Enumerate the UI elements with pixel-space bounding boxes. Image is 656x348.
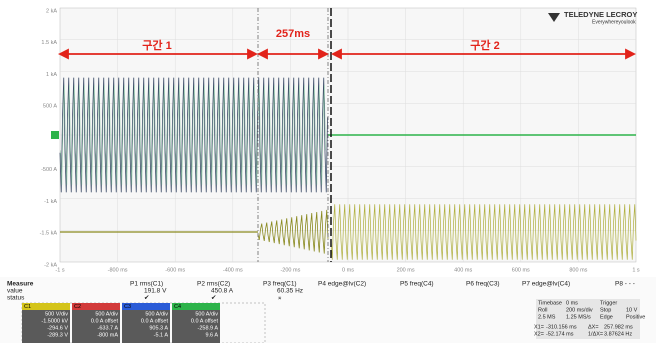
x-label: -1 s xyxy=(55,267,64,273)
channel-header xyxy=(172,303,220,310)
x-label: 200 ms xyxy=(397,267,415,273)
measure-cell: ✔ xyxy=(144,295,150,302)
channel-line: -258.9 A xyxy=(198,325,219,331)
measure-header: P5 freq(C4) xyxy=(400,281,434,288)
channel-line: -800 mA xyxy=(97,332,118,338)
channel-line: 500 V/div xyxy=(45,311,68,317)
channel-label: C2 xyxy=(74,304,81,310)
channel-line: 0.0 A offset xyxy=(191,318,219,324)
y-label: 1 kA xyxy=(46,72,57,78)
timebase-cell: Timebase xyxy=(538,300,562,306)
timebase-panel xyxy=(536,299,640,339)
logo-tagline: Everywhereyoulook xyxy=(592,19,636,25)
cursor-cell: 257.982 ms xyxy=(604,324,633,330)
channel-line: 0.0 A offset xyxy=(141,318,169,324)
timebase-cell: 2.5 MS xyxy=(538,314,556,320)
measure-header: P8 - - - xyxy=(615,281,635,288)
y-label: 1.5 kA xyxy=(41,40,57,46)
channel-line: 500 A/div xyxy=(145,311,168,317)
annotation: 257ms xyxy=(276,28,310,40)
measure-cell: ⌅ xyxy=(277,295,282,302)
x-label: 0 ms xyxy=(342,267,354,273)
measure-header: P4 edge@lv(C2) xyxy=(318,281,366,288)
measure-table: Measure P1 rms(C1) P2 rms(C2) P3 freq(C1) P4… xyxy=(7,281,635,302)
x-label: -400 ms xyxy=(223,267,243,273)
channel-line: 500 A/div xyxy=(195,311,218,317)
measure-cell: 191.8 V xyxy=(144,288,167,295)
cursor-cell: X1= xyxy=(534,324,544,330)
x-label: -200 ms xyxy=(280,267,300,273)
timebase: Timebase 0 ms Trigger Roll 200 ms/div Stop 10 … xyxy=(534,300,645,337)
timebase-cell: Edge xyxy=(600,314,613,320)
measure-header: P1 rms(C1) xyxy=(130,281,163,288)
c4-marker xyxy=(51,131,59,139)
measure-header: P7 edge@lv(C4) xyxy=(522,281,570,288)
channel-line: -1.5000 kV xyxy=(41,318,68,324)
channel-line: 905.3 A xyxy=(149,325,168,331)
measure-header: Measure xyxy=(7,281,34,288)
timebase-cell: Stop xyxy=(600,307,611,313)
channel-header xyxy=(122,303,170,310)
y-label: -1 kA xyxy=(44,199,57,205)
channel-line: -5.1 A xyxy=(154,332,169,338)
x-label: 600 ms xyxy=(512,267,530,273)
waveform xyxy=(330,204,637,260)
timebase-cell: 1.25 MS/s xyxy=(566,314,591,320)
channel-line: -289.3 V xyxy=(47,332,68,338)
timebase-cell: Roll xyxy=(538,307,547,313)
measure-cell: 450.8 A xyxy=(211,288,234,295)
channel-header xyxy=(22,303,70,310)
channel-line: 500 A/div xyxy=(95,311,118,317)
channel-label: C3 xyxy=(124,304,131,310)
cursor-cell: -52.174 ms xyxy=(546,331,574,337)
cursor-cell: ΔX= xyxy=(588,324,599,330)
measure-header: P3 freq(C1) xyxy=(263,281,297,288)
timebase-cell: 10 V xyxy=(626,307,638,313)
waveform xyxy=(59,77,328,193)
channel-line: -294.6 V xyxy=(47,325,68,331)
arrows xyxy=(57,48,637,60)
x-label: 1 s xyxy=(632,267,640,273)
timebase-cell: Trigger xyxy=(600,300,617,306)
cursor-cell: -310.156 ms xyxy=(546,324,577,330)
channel-label: C4 xyxy=(174,304,181,310)
channel-line: -633.7 A xyxy=(98,325,119,331)
x-label: 800 ms xyxy=(569,267,587,273)
y-label: -1.5 kA xyxy=(40,231,58,237)
y-label: -500 A xyxy=(41,167,57,173)
measure-cell: status xyxy=(7,295,25,302)
channel-line: 9.6 A xyxy=(205,332,218,338)
waveform xyxy=(257,209,329,254)
measure-cell: ✔ xyxy=(211,295,217,302)
annotation: 구간 1 xyxy=(142,38,171,52)
cursor-cell: 1/ΔX= xyxy=(588,331,603,337)
timebase-cell: 200 ms/div xyxy=(566,307,593,313)
waveforms xyxy=(59,77,637,260)
measure-cell: 60.35 Hz xyxy=(277,288,303,295)
cursor-cell: X2= xyxy=(534,331,544,337)
annotation: 구간 2 xyxy=(470,38,499,52)
channel-label: C1 xyxy=(24,304,31,310)
y-label: -2 kA xyxy=(44,262,57,268)
timebase-cell: 0 ms xyxy=(566,300,578,306)
channel-header xyxy=(72,303,120,310)
timebase-cell: Positive xyxy=(626,314,645,320)
logo-icon xyxy=(548,13,560,22)
logo-brand: TELEDYNE LECROY xyxy=(564,10,637,19)
waveform xyxy=(60,85,326,185)
x-label: 400 ms xyxy=(454,267,472,273)
cursor-cell: 3.87624 Hz xyxy=(604,331,632,337)
x-label: -600 ms xyxy=(165,267,185,273)
channels: C1 500 V/div-1.5000 kV-294.6 V-289.3 V C2 5… xyxy=(22,303,220,343)
y-label: 2 kA xyxy=(46,8,57,14)
x-label: -800 ms xyxy=(108,267,128,273)
channel-line: 0.0 A offset xyxy=(91,318,119,324)
y-label: 500 A xyxy=(43,104,57,110)
measure-header: P6 freq(C3) xyxy=(466,281,500,288)
measure-cell: value xyxy=(7,288,23,295)
measure-header: P2 rms(C2) xyxy=(197,281,230,288)
